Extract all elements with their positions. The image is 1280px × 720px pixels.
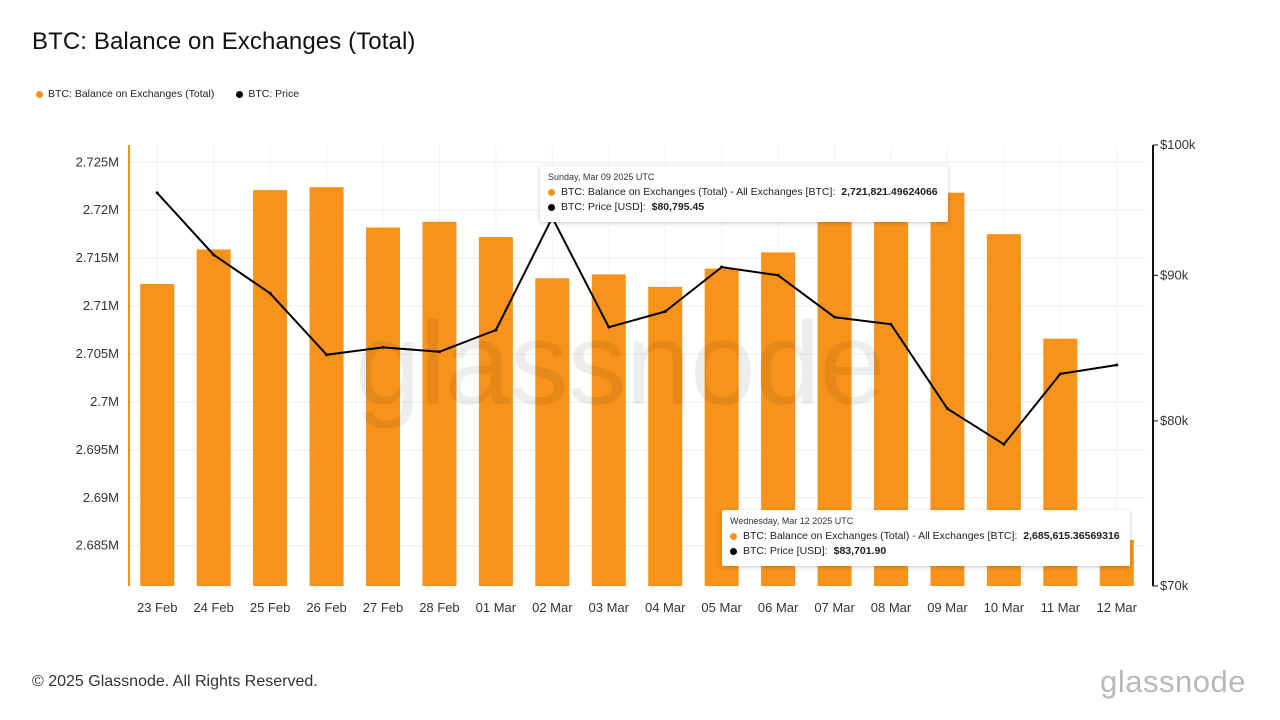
y-left-tick-label: 2.715M xyxy=(76,250,119,265)
price-point xyxy=(381,345,385,349)
tooltip-price-label: BTC: Price [USD]: xyxy=(561,201,646,213)
x-tick-label: 11 Mar xyxy=(1041,600,1081,615)
legend-swatch-price xyxy=(236,90,244,98)
price-point xyxy=(720,265,724,269)
tooltip-price-swatch xyxy=(548,204,555,211)
tooltip-balance-label: BTC: Balance on Exchanges (Total) - All … xyxy=(561,186,836,198)
tooltip-balance-swatch xyxy=(548,189,555,196)
legend-swatch-balance xyxy=(36,90,43,98)
tooltip-price-row: BTC: Price [USD]: $80,795.45 xyxy=(548,200,938,215)
x-tick-label: 04 Mar xyxy=(645,600,686,615)
price-point xyxy=(1002,442,1006,446)
y-right-tick-label: $70k xyxy=(1160,578,1189,593)
y-left-tick-label: 2.69M xyxy=(83,490,119,505)
y-left-tick-label: 2.725M xyxy=(76,154,119,169)
x-tick-label: 23 Feb xyxy=(137,600,177,615)
tooltip-balance-value: 2,685,615.36569316 xyxy=(1023,530,1120,542)
footer-logo: glassnode xyxy=(1100,664,1246,699)
tooltip-date: Wednesday, Mar 12 2025 UTC xyxy=(730,516,854,526)
legend-item-price[interactable]: BTC: Price xyxy=(236,88,299,100)
x-tick-label: 27 Feb xyxy=(363,600,403,615)
bar-balance xyxy=(140,284,175,586)
tooltip-balance-swatch xyxy=(730,533,737,540)
bar-balance xyxy=(253,190,288,586)
price-point xyxy=(325,353,329,357)
price-point xyxy=(663,310,667,314)
tooltip-balance-row: BTC: Balance on Exchanges (Total) - All … xyxy=(730,529,1120,544)
bar-balance xyxy=(196,249,231,586)
x-tick-label: 12 Mar xyxy=(1097,600,1138,615)
x-tick-label: 02 Mar xyxy=(532,600,573,615)
y-right-tick-label: $100k xyxy=(1160,137,1196,152)
tooltip-balance-row: BTC: Balance on Exchanges (Total) - All … xyxy=(548,185,938,200)
tooltip-mar09: Sunday, Mar 09 2025 UTC BTC: Balance on … xyxy=(540,166,948,222)
price-point xyxy=(494,328,498,332)
x-tick-label: 28 Feb xyxy=(419,600,459,615)
y-right-tick-label: $90k xyxy=(1160,267,1189,282)
y-left-tick-label: 2.685M xyxy=(76,538,119,553)
price-point xyxy=(607,325,611,329)
price-point xyxy=(1115,363,1119,367)
tooltip-balance-label: BTC: Balance on Exchanges (Total) - All … xyxy=(743,530,1018,542)
bar-balance xyxy=(535,278,570,586)
x-tick-label: 24 Feb xyxy=(193,600,233,615)
y-left-tick-label: 2.7M xyxy=(90,394,119,409)
price-point xyxy=(776,273,780,277)
x-tick-label: 26 Feb xyxy=(306,600,346,615)
footer-copyright: © 2025 Glassnode. All Rights Reserved. xyxy=(32,673,318,690)
legend: BTC: Balance on Exchanges (Total) BTC: P… xyxy=(36,88,299,100)
bar-balance xyxy=(422,221,457,586)
y-left-tick-label: 2.71M xyxy=(83,298,119,313)
y-right-tick-label: $80k xyxy=(1160,413,1189,428)
x-tick-label: 25 Feb xyxy=(250,600,290,615)
tooltip-price-swatch xyxy=(730,548,737,555)
tooltip-price-label: BTC: Price [USD]: xyxy=(743,545,828,557)
bar-balance xyxy=(309,187,344,586)
price-point xyxy=(889,322,893,326)
bar-balance xyxy=(591,274,626,586)
x-tick-label: 01 Mar xyxy=(476,600,517,615)
y-left-tick-label: 2.705M xyxy=(76,346,119,361)
x-tick-label: 10 Mar xyxy=(984,600,1025,615)
tooltip-price-value: $80,795.45 xyxy=(651,201,705,213)
bar-balance xyxy=(478,237,513,586)
price-point xyxy=(437,350,441,354)
legend-label-price: BTC: Price xyxy=(248,88,300,100)
bar-balance xyxy=(366,227,400,587)
tooltip-balance-value: 2,721,821.49624066 xyxy=(841,186,938,198)
x-tick-label: 07 Mar xyxy=(814,600,855,615)
x-tick-label: 08 Mar xyxy=(871,600,912,615)
price-point xyxy=(268,291,272,295)
price-point xyxy=(212,253,216,257)
price-point xyxy=(155,191,159,195)
bar-balance xyxy=(648,286,683,586)
legend-item-balance[interactable]: BTC: Balance on Exchanges (Total) xyxy=(36,88,214,100)
legend-label-balance: BTC: Balance on Exchanges (Total) xyxy=(48,88,215,100)
tooltip-date: Sunday, Mar 09 2025 UTC xyxy=(548,172,655,182)
y-left-tick-label: 2.695M xyxy=(76,442,119,457)
y-left-tick-label: 2.72M xyxy=(83,202,119,217)
tooltip-price-row: BTC: Price [USD]: $83,701.90 xyxy=(730,544,1120,559)
x-tick-label: 03 Mar xyxy=(589,600,630,615)
x-tick-label: 09 Mar xyxy=(927,600,968,615)
price-point xyxy=(1058,372,1062,376)
chart-title: BTC: Balance on Exchanges (Total) xyxy=(32,28,416,55)
price-line xyxy=(156,192,1117,446)
tooltip-price-value: $83,701.90 xyxy=(833,545,887,557)
x-tick-label: 05 Mar xyxy=(701,600,742,615)
tooltip-mar12: Wednesday, Mar 12 2025 UTC BTC: Balance … xyxy=(722,510,1130,566)
price-point xyxy=(833,315,837,319)
price-point xyxy=(945,407,949,411)
x-tick-label: 06 Mar xyxy=(758,600,799,615)
